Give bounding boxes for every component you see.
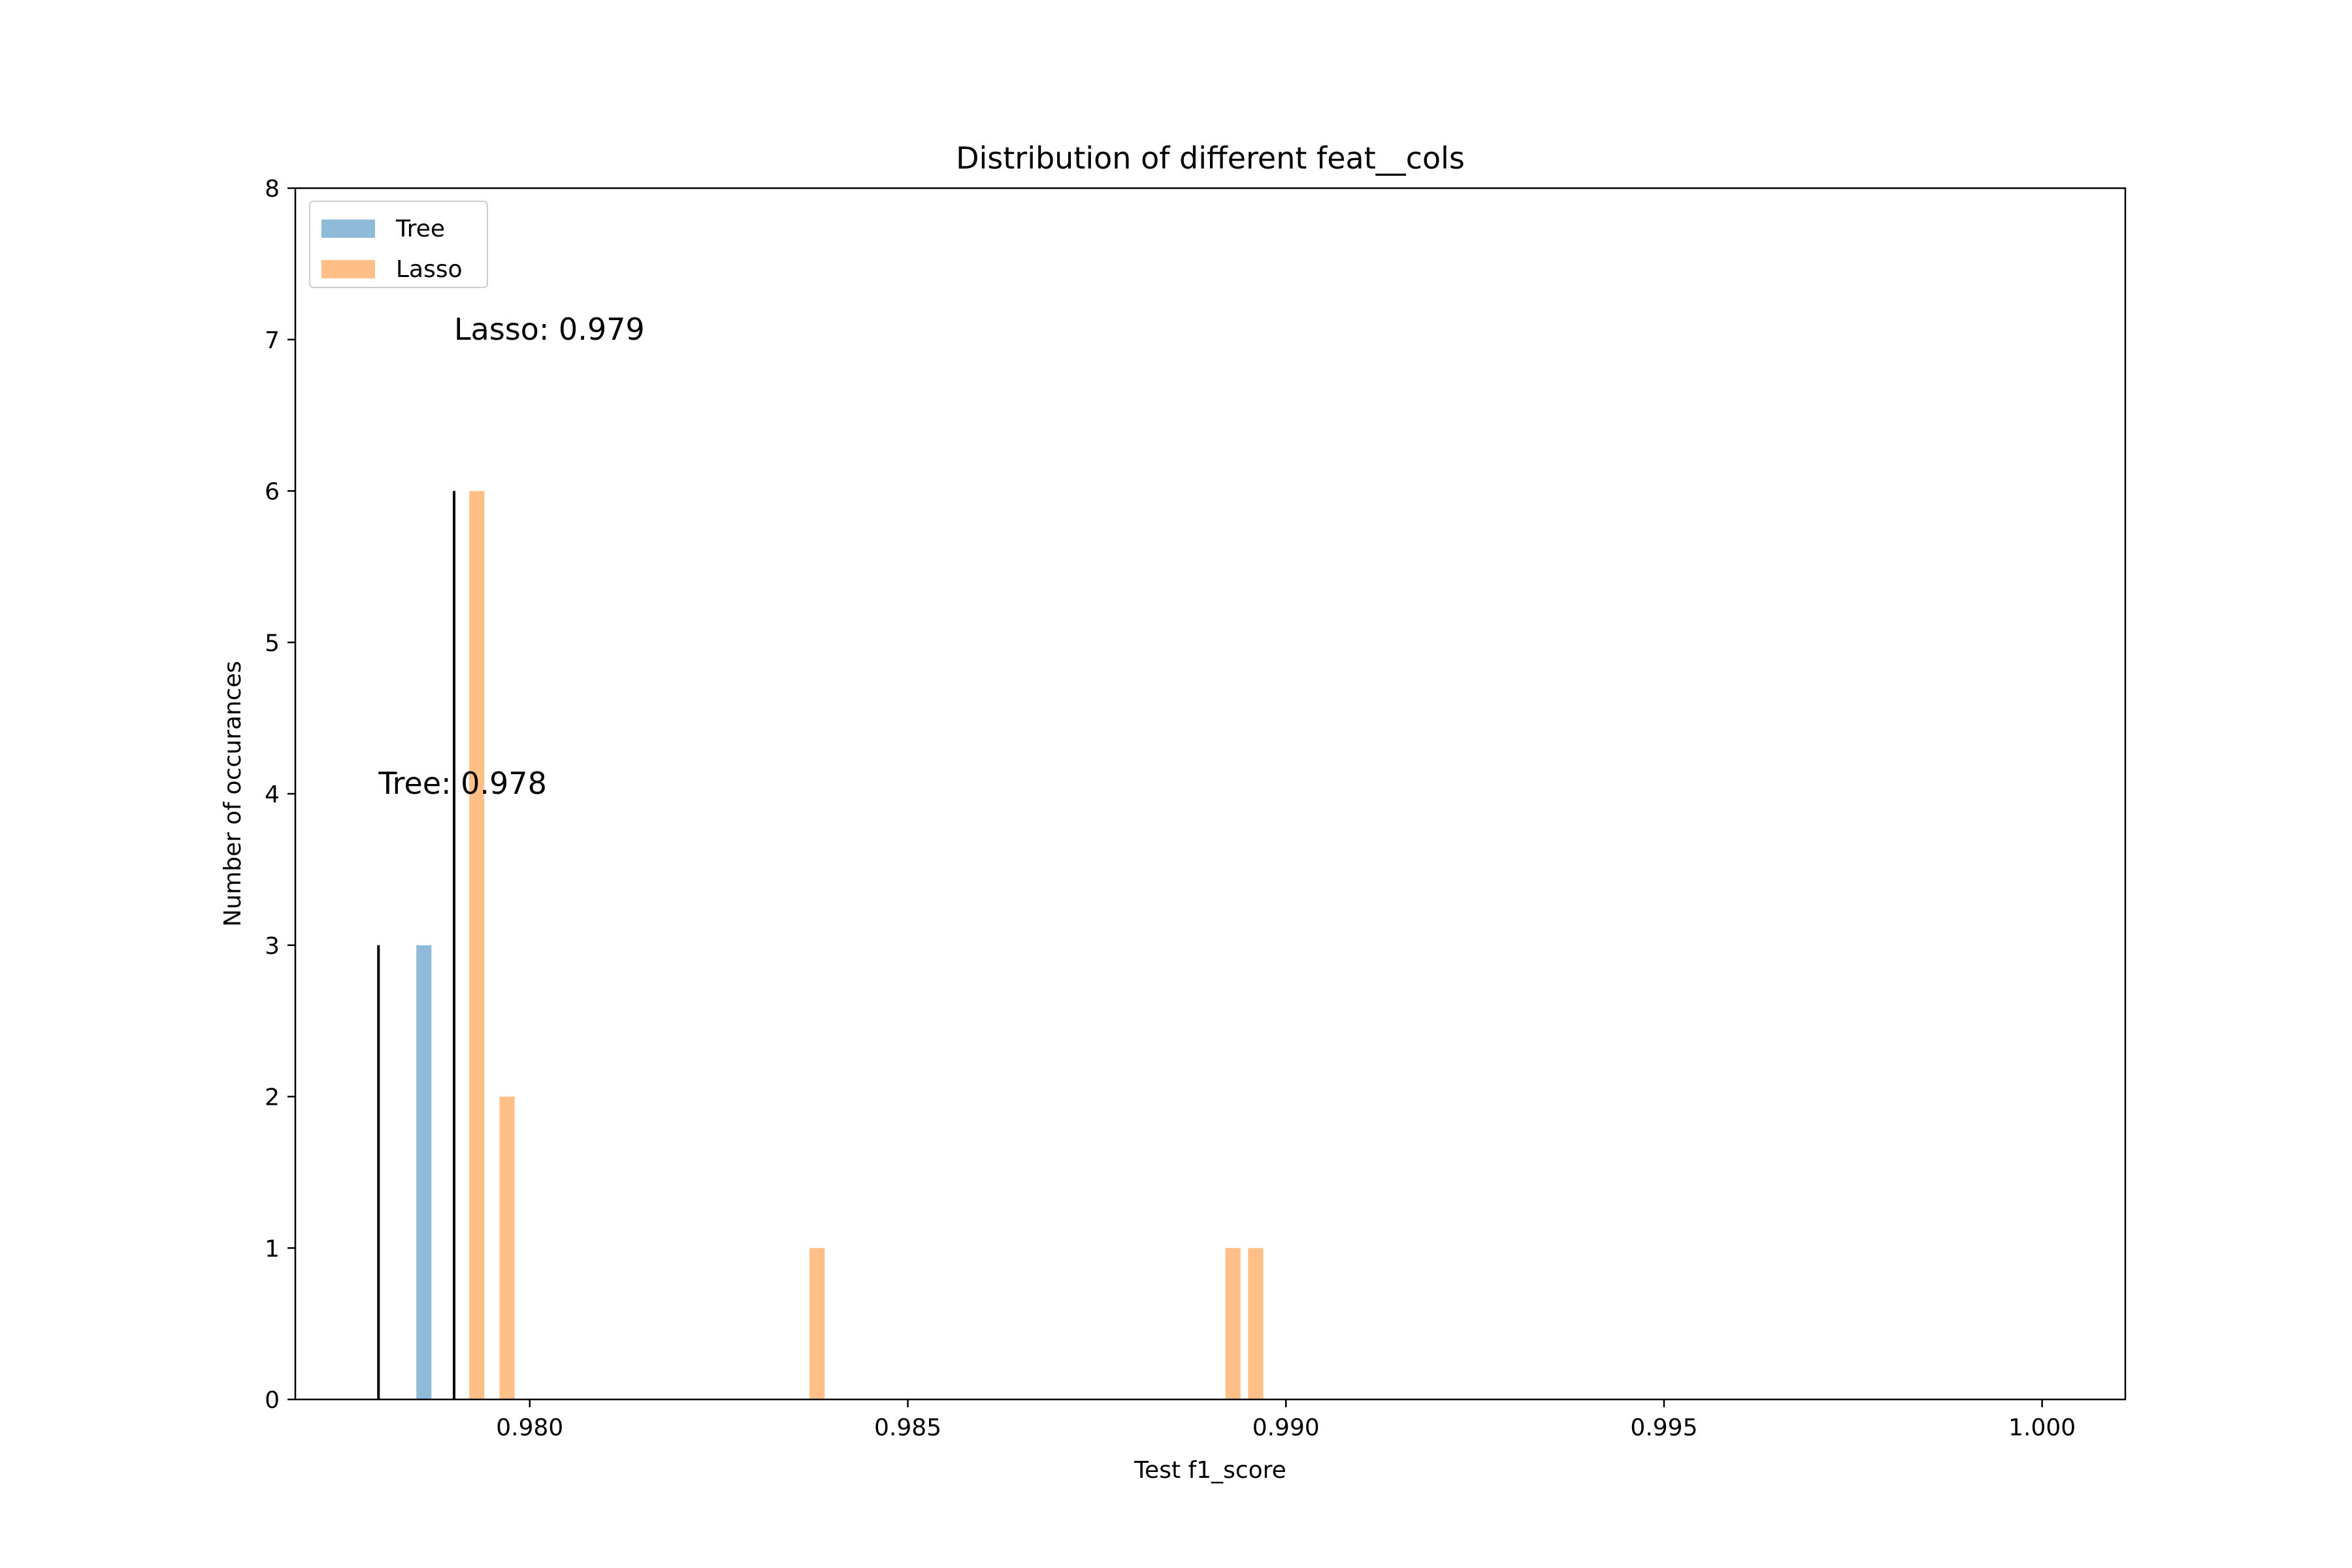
legend-label-lasso: Lasso xyxy=(396,256,463,283)
x-tick-label-2: 0.990 xyxy=(1252,1414,1320,1441)
plot-frame xyxy=(294,187,2127,1401)
annotation-1: Lasso: 0.979 xyxy=(454,312,645,347)
y-tick-label-5: 5 xyxy=(265,630,280,657)
y-axis-label: Number of occurances xyxy=(220,661,246,926)
bar-lasso-0 xyxy=(469,491,485,1399)
x-tick-label-3: 0.995 xyxy=(1630,1414,1697,1441)
bar-lasso-1 xyxy=(499,1096,515,1399)
x-tick-label-4: 1.000 xyxy=(2008,1414,2076,1441)
y-tick-label-7: 7 xyxy=(265,327,280,354)
bar-lasso-3 xyxy=(1225,1248,1241,1399)
y-tick-label-2: 2 xyxy=(265,1085,280,1111)
annotations-layer: Tree: 0.978 Lasso: 0.979 xyxy=(378,312,644,801)
legend-swatch-lasso xyxy=(321,260,375,278)
y-tick-label-1: 1 xyxy=(265,1235,280,1262)
x-tick-label-1: 0.985 xyxy=(874,1414,941,1441)
y-tick-label-4: 4 xyxy=(265,781,280,808)
vlines-layer xyxy=(377,491,456,1399)
y-tick-label-0: 0 xyxy=(265,1387,280,1414)
bar-tree-0 xyxy=(416,945,432,1399)
y-tick-label-8: 8 xyxy=(265,176,280,203)
bar-lasso-4 xyxy=(1248,1248,1264,1399)
x-tick-label-0: 0.980 xyxy=(496,1414,563,1441)
chart-title: Distribution of different feat__cols xyxy=(956,140,1465,176)
bars-layer xyxy=(416,491,1264,1399)
y-ticks: 0 1 2 3 4 5 6 7 8 xyxy=(265,176,295,1414)
legend-swatch-tree xyxy=(321,220,375,238)
bar-lasso-2 xyxy=(809,1248,825,1399)
y-tick-label-6: 6 xyxy=(265,479,280,506)
x-ticks: 0.980 0.985 0.990 0.995 1.000 xyxy=(496,1399,2076,1441)
x-axis-label: Test f1_score xyxy=(1134,1457,1286,1484)
y-tick-label-3: 3 xyxy=(265,933,280,960)
legend: Tree Lasso xyxy=(309,201,488,288)
legend-label-tree: Tree xyxy=(395,216,445,242)
annotation-0: Tree: 0.978 xyxy=(378,766,547,801)
